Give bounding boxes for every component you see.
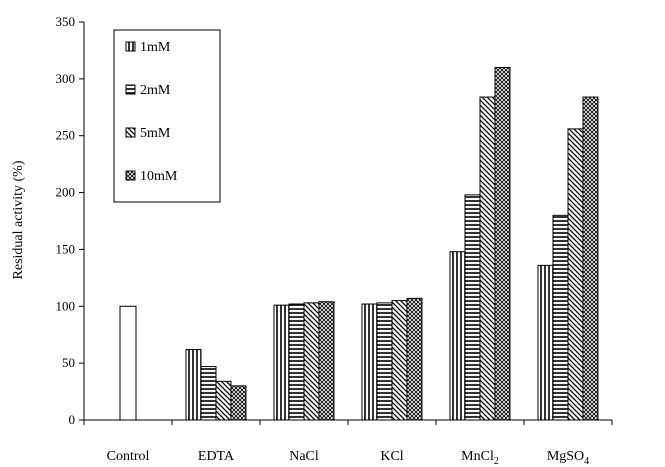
y-tick-label: 100: [56, 298, 76, 313]
legend-swatch: [125, 41, 136, 52]
legend: 1mM 2mM 5mM 10mM: [113, 29, 221, 203]
bar-10mm: [230, 385, 247, 421]
bar-5mm: [215, 380, 232, 421]
y-tick-label: 300: [56, 71, 76, 86]
legend-label: 1mM: [140, 40, 171, 55]
x-category-label: NaCl: [289, 449, 319, 464]
legend-swatch: [125, 170, 136, 181]
legend-label: 5mM: [140, 126, 171, 141]
bar-2mm: [464, 194, 481, 421]
y-tick-label: 200: [56, 185, 76, 200]
bar-control: [119, 305, 137, 421]
y-axis-ticks: 0 50 100 150 200 250 300 350: [56, 14, 84, 427]
y-tick-label: 50: [62, 355, 75, 370]
bar-1mm: [449, 251, 466, 421]
x-axis-categories: Control EDTA NaCl KCl MnCl2 MgSO4: [83, 420, 613, 467]
bars: [119, 66, 599, 421]
bar-5mm: [303, 302, 320, 421]
y-axis-label: Residual activity (%): [11, 160, 26, 279]
legend-swatch: [125, 127, 136, 138]
bar-2mm: [552, 214, 569, 421]
legend-label: 10mM: [140, 169, 178, 184]
bar-5mm: [567, 128, 584, 421]
x-category-label: EDTA: [198, 449, 235, 464]
bar-10mm: [494, 66, 511, 421]
bar-1mm: [185, 348, 202, 421]
bar-1mm: [361, 303, 378, 421]
x-category-label: KCl: [380, 449, 403, 464]
bar-1mm: [537, 264, 554, 421]
bar-5mm: [391, 300, 408, 421]
y-tick-label: 150: [56, 241, 76, 256]
bar-1mm: [273, 304, 290, 421]
bar-10mm: [582, 96, 599, 421]
bar-10mm: [406, 297, 423, 421]
x-category-label: MgSO4: [547, 449, 589, 467]
bar-5mm: [479, 96, 496, 421]
bar-10mm: [318, 301, 335, 421]
legend-swatch: [125, 84, 136, 95]
y-tick-label: 250: [56, 128, 76, 143]
x-category-label: MnCl2: [461, 449, 499, 467]
bar-2mm: [288, 303, 305, 421]
legend-label: 2mM: [140, 83, 171, 98]
y-tick-label: 0: [69, 412, 76, 427]
bar-2mm: [376, 302, 393, 421]
bar-2mm: [200, 366, 217, 421]
x-category-label: Control: [107, 449, 150, 464]
y-tick-label: 350: [56, 14, 76, 29]
